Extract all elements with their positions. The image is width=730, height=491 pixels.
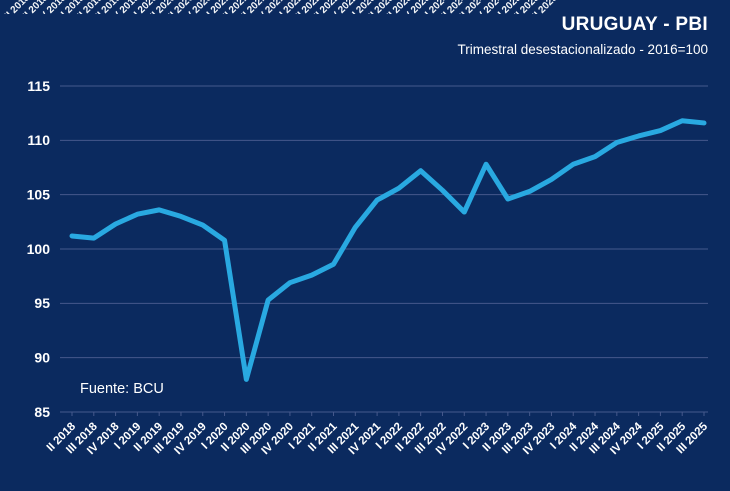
series-line-pbi xyxy=(69,118,707,382)
source-label: Fuente: BCU xyxy=(80,381,164,397)
y-axis-tick-label: 115 xyxy=(27,78,50,94)
y-axis-tick-label: 90 xyxy=(34,350,50,366)
y-axis-tick-label: 105 xyxy=(27,187,51,203)
chart-header: URUGUAY - PBI Trimestral desestacionaliz… xyxy=(457,14,708,57)
chart-subtitle: Trimestral desestacionalizado - 2016=100 xyxy=(457,42,708,57)
chart-title: URUGUAY - PBI xyxy=(561,14,708,35)
y-axis-tick-label: 100 xyxy=(27,241,51,257)
y-axis-tick-label: 85 xyxy=(34,404,50,420)
y-axis-tick-label: 95 xyxy=(34,295,50,311)
y-axis-tick-label: 110 xyxy=(27,132,50,148)
